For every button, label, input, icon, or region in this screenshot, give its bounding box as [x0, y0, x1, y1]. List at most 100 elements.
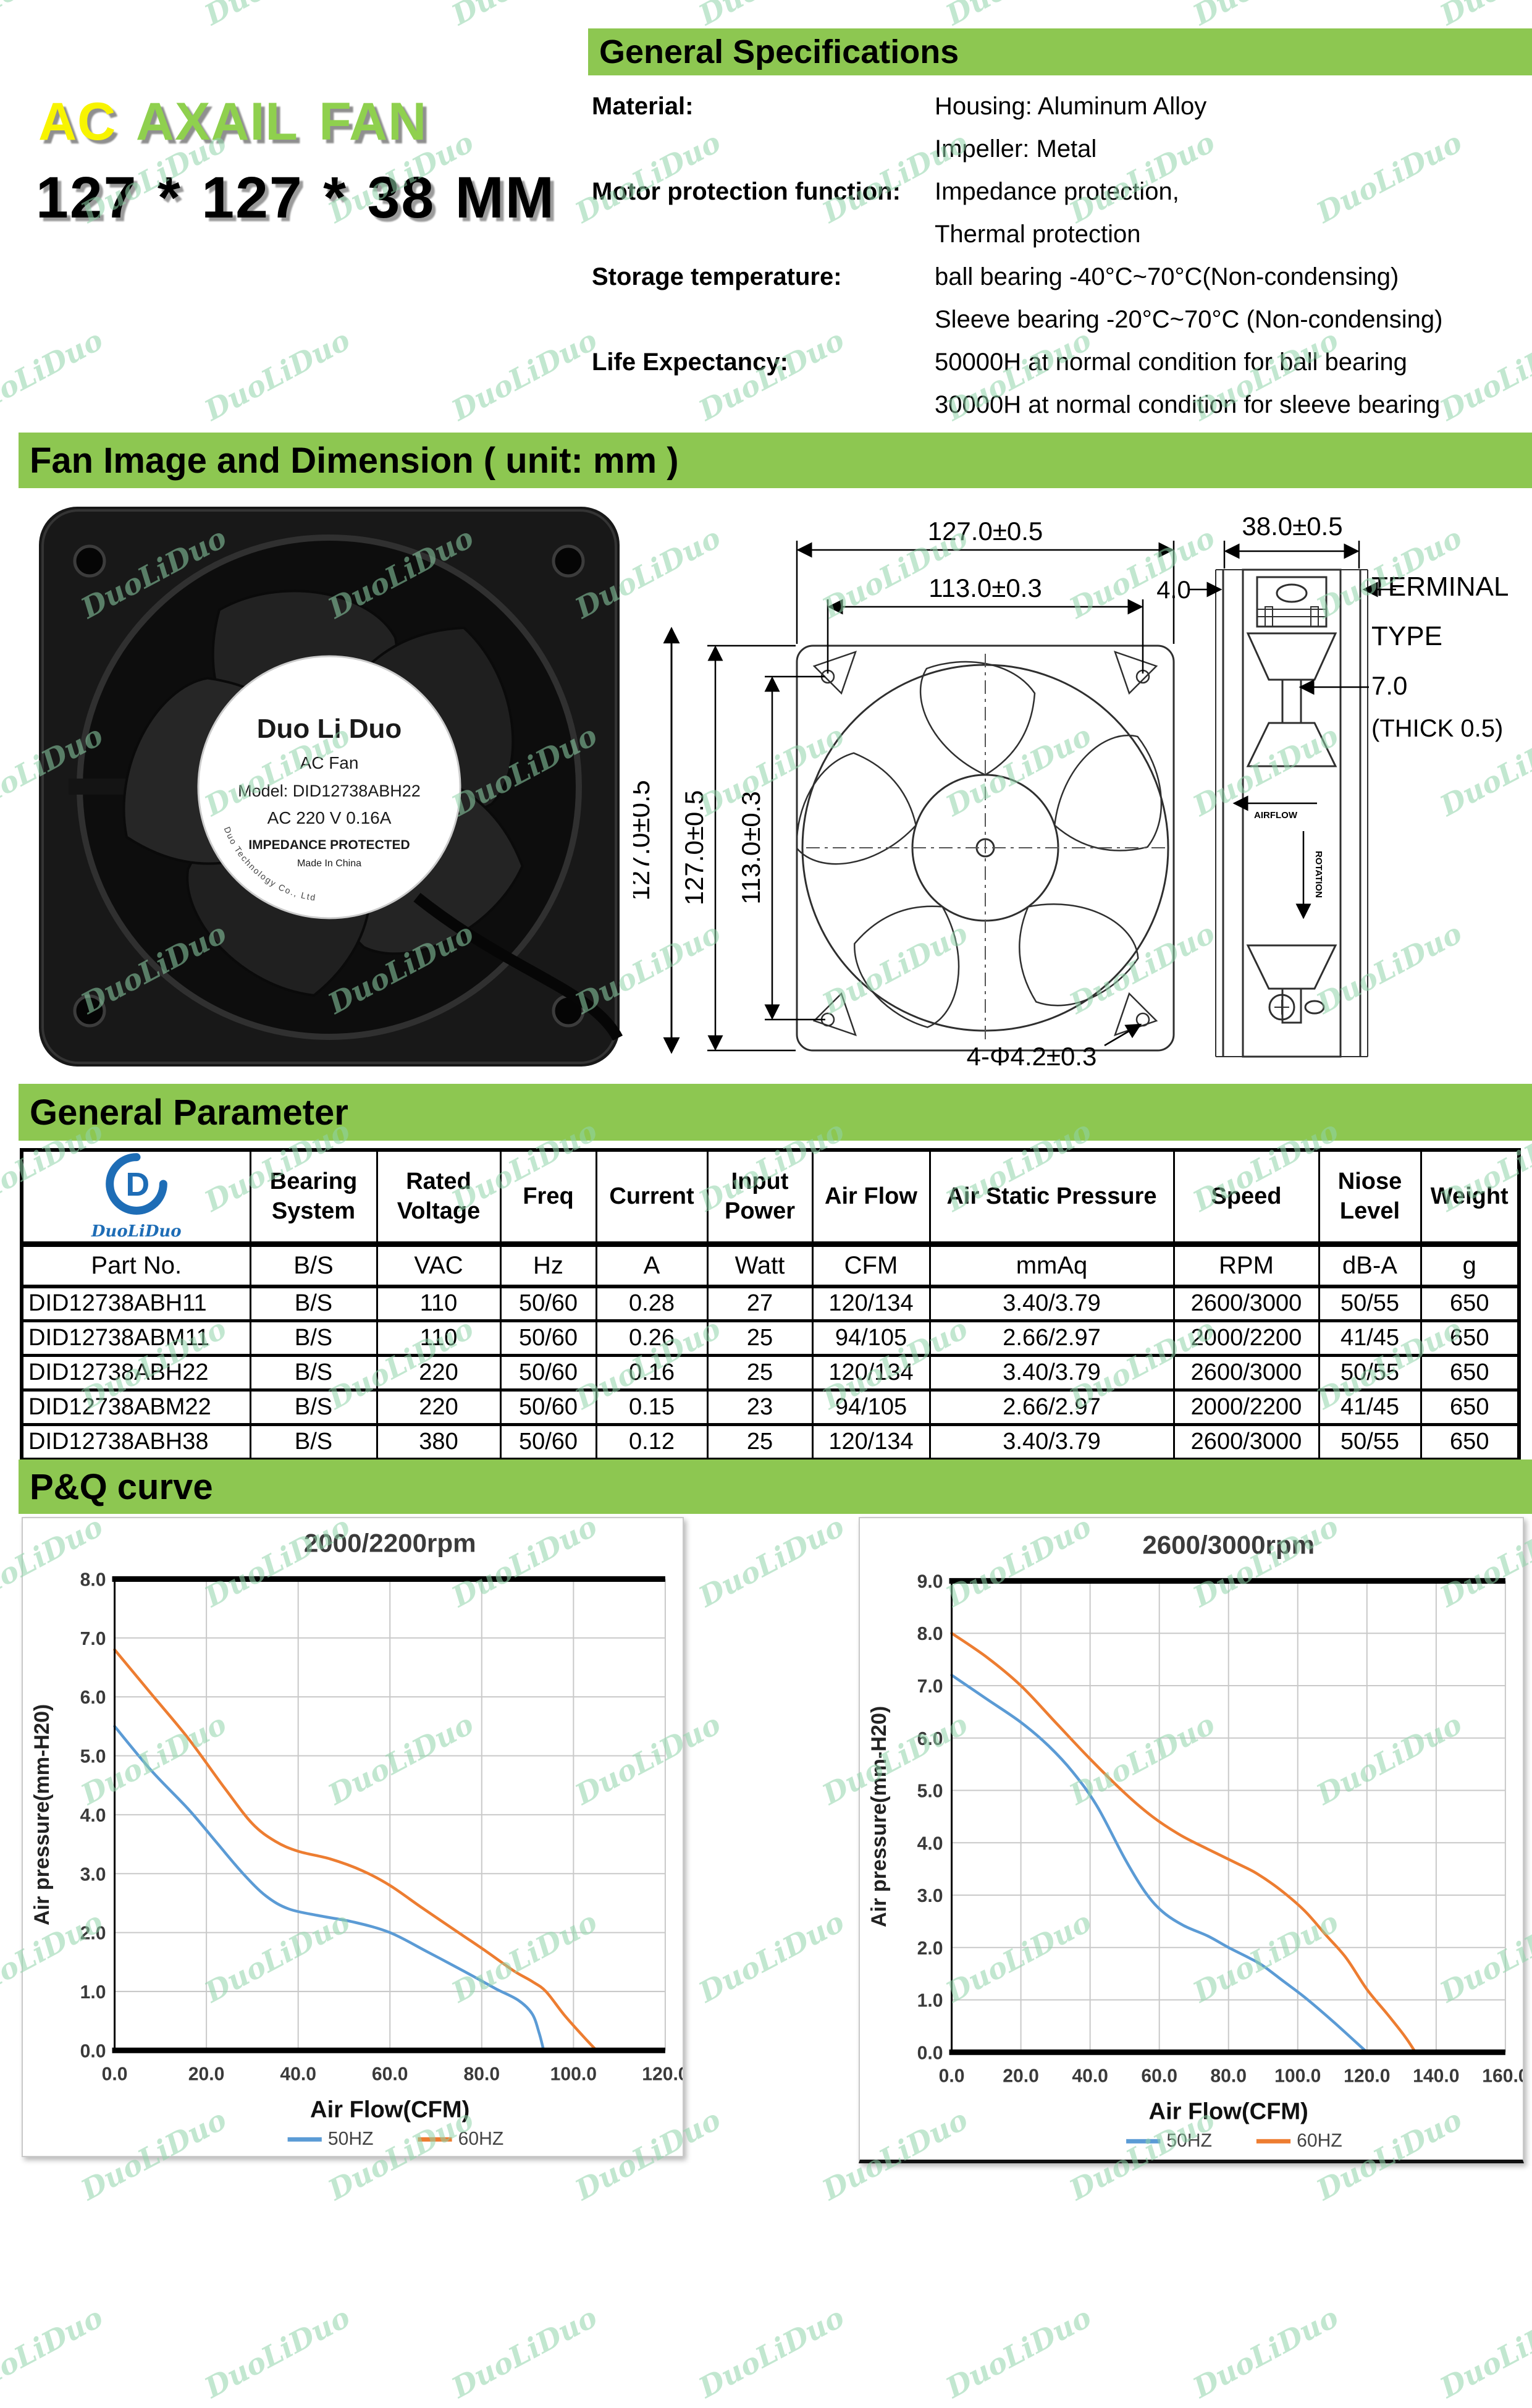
- rotation-label: ROTATION: [1313, 851, 1324, 898]
- brand-logo-text: DuoLiDuo: [91, 1222, 182, 1241]
- terminal-label-1: TERMINAL: [1371, 572, 1509, 602]
- data-cell: 50/60: [499, 1355, 597, 1392]
- side-offset-dim: 4.0: [1156, 577, 1191, 604]
- pq-chart-low-speed: 0.0 1.0 2.0 3.0 4.0 5.0 6.0 7.0 8.0 0.0 20.0 40.0 60…: [22, 1517, 684, 2157]
- column-header: Air Flow: [811, 1150, 931, 1247]
- fan-hub-label: [197, 655, 461, 919]
- data-cell: 0.28: [595, 1286, 709, 1322]
- column-header: Weight: [1420, 1150, 1520, 1247]
- spec-row: Impeller: Metal: [592, 128, 1532, 171]
- x-tick-label: 160.0: [1482, 2066, 1523, 2086]
- photo-height-dim-label: 127.0±0.5: [633, 780, 655, 900]
- data-cell: 41/45: [1318, 1320, 1422, 1357]
- watermark-text: DuoLiDuo: [693, 0, 849, 32]
- y-tick-label: 1.0: [80, 1982, 106, 2003]
- y-tick-label: 7.0: [80, 1629, 106, 1649]
- x-tick-label: 20.0: [188, 2064, 225, 2084]
- spec-label: Motor protection function:: [592, 178, 901, 205]
- watermark-text: DuoLiDuo: [446, 2300, 603, 2405]
- y-tick-label: 1.0: [917, 1991, 943, 2011]
- data-cell: 94/105: [811, 1390, 931, 1426]
- y-tick-label: 7.0: [917, 1676, 943, 1697]
- watermark-text: DuoLiDuo: [199, 323, 356, 428]
- general-parameter-title: General Parameter: [30, 1092, 348, 1133]
- unit-cell: Hz: [499, 1244, 597, 1288]
- front-view-drawing: 127.0±0.5 113.0±0.3 127.0±0.5 113.0±0.3 …: [680, 517, 1175, 1069]
- data-cell: 650: [1420, 1355, 1520, 1392]
- y-tick-label: 5.0: [917, 1781, 943, 1802]
- data-cell: DID12738ABH22: [20, 1355, 251, 1392]
- x-tick-label: 120.0: [642, 2064, 683, 2084]
- front-height-dim: 127.0±0.5: [680, 790, 709, 906]
- parameter-table: D DuoLiDuo Bearing System Rated Voltage Freq…: [20, 1148, 1521, 1461]
- watermark-text: DuoLiDuo: [1434, 0, 1532, 32]
- front-hole-pitch-dim: 113.0±0.3: [928, 573, 1042, 602]
- watermark-text: DuoLiDuo: [0, 323, 109, 428]
- x-tick-label: 40.0: [280, 2064, 316, 2084]
- legend-label: 50HZ: [328, 2129, 374, 2149]
- x-tick-label: 0.0: [939, 2066, 965, 2086]
- data-cell: 50/60: [499, 1390, 597, 1426]
- watermark-text: DuoLiDuo: [446, 0, 602, 32]
- table-row: DID12738ABH11 B/S 110 50/60 0.28 27 120/134 3.4…: [20, 1286, 1520, 1322]
- data-cell: 50/60: [499, 1424, 597, 1461]
- parameter-table-wrap: D DuoLiDuo Bearing System Rated Voltage Freq…: [20, 1148, 1521, 1461]
- table-row: DID12738ABM22 B/S 220 50/60 0.15 23 94/105 2.66…: [20, 1390, 1520, 1426]
- y-tick-label: 2.0: [80, 1924, 106, 1944]
- data-cell: 0.12: [595, 1424, 709, 1461]
- chart-title: 2000/2200rpm: [304, 1528, 476, 1557]
- unit-cell: A: [595, 1244, 709, 1288]
- column-header: Input Power: [706, 1150, 814, 1247]
- data-cell: B/S: [249, 1355, 378, 1392]
- y-tick-label: 5.0: [80, 1747, 106, 1767]
- watermark-text: DuoLiDuo: [199, 0, 355, 32]
- brand-logo-icon: D: [105, 1153, 167, 1215]
- data-cell: 50/55: [1318, 1355, 1422, 1392]
- data-cell: 2000/2200: [1172, 1320, 1320, 1357]
- unit-cell: dB-A: [1318, 1244, 1422, 1288]
- spec-label: Material:: [592, 93, 694, 120]
- spec-row: Life Expectancy: 50000H at normal conditi…: [592, 341, 1532, 384]
- general-parameter-banner: General Parameter: [19, 1084, 1532, 1141]
- side-view-drawing: 38.0±0.5 4.0 TERMINAL TYPE 7.0 (THICK 0.…: [1156, 513, 1509, 1058]
- mount-hole: [552, 544, 585, 578]
- hub-brand: Duo Li Duo: [257, 714, 402, 744]
- data-cell: 50/60: [499, 1286, 597, 1322]
- spec-label: Life Expectancy:: [592, 349, 788, 376]
- y-tick-label: 6.0: [917, 1729, 943, 1749]
- unit-cell: VAC: [376, 1244, 502, 1288]
- spec-value: Impedance protection,: [935, 178, 1179, 205]
- watermark-text: DuoLiDuo: [0, 2300, 109, 2405]
- spec-row: Thermal protection: [592, 213, 1532, 256]
- watermark-text: DuoLiDuo: [199, 2300, 356, 2405]
- data-cell: 650: [1420, 1390, 1520, 1426]
- general-specifications-title: General Specifications: [599, 33, 959, 70]
- data-cell: 110: [376, 1320, 502, 1357]
- watermark-text: DuoLiDuo: [693, 1509, 850, 1614]
- y-tick-label: 0.0: [80, 2041, 106, 2061]
- column-header: Current: [595, 1150, 709, 1247]
- general-specifications-banner: General Specifications: [588, 28, 1532, 75]
- spec-list: Material: Housing: Aluminum Alloy Impeller…: [592, 85, 1532, 426]
- unit-cell: B/S: [249, 1244, 378, 1288]
- data-cell: 94/105: [811, 1320, 931, 1357]
- hub-line5: IMPEDANCE PROTECTED: [248, 838, 410, 852]
- data-cell: DID12738ABM11: [20, 1320, 251, 1357]
- x-axis-title: Air Flow(CFM): [310, 2097, 469, 2123]
- side-dimension-lines: [1189, 541, 1396, 919]
- y-tick-label: 4.0: [80, 1806, 106, 1826]
- legend-swatch: [287, 2137, 322, 2142]
- brand-logo-cell: D DuoLiDuo: [20, 1150, 251, 1247]
- center-lines: [806, 654, 1166, 1043]
- hub-line4: AC 220 V 0.16A: [267, 808, 392, 827]
- data-cell: 2600/3000: [1172, 1424, 1320, 1461]
- data-cell: 0.26: [595, 1320, 709, 1357]
- x-tick-label: 100.0: [1274, 2066, 1321, 2086]
- data-cell: 650: [1420, 1320, 1520, 1357]
- x-tick-label: 0.0: [102, 2064, 128, 2084]
- thickness-note: (THICK 0.5): [1371, 715, 1503, 742]
- data-cell: 2.66/2.97: [928, 1390, 1175, 1426]
- x-tick-label: 20.0: [1003, 2066, 1039, 2086]
- hub-line3: Model: DID12738ABH22: [238, 782, 421, 800]
- unit-cell: g: [1420, 1244, 1520, 1288]
